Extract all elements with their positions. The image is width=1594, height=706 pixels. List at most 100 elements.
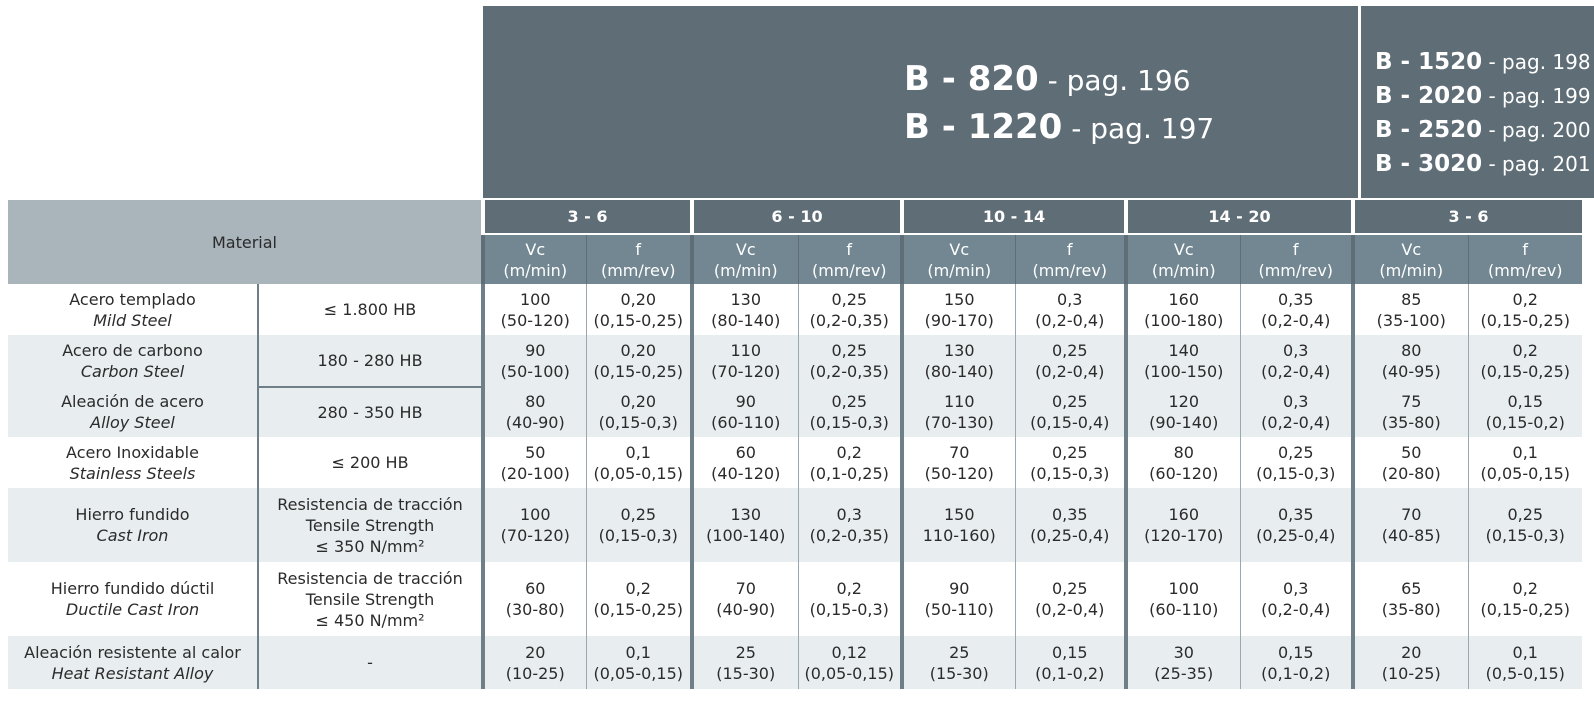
f-header: f (mm/rev) [1467, 234, 1582, 284]
vc-label: Vc [735, 239, 756, 259]
f-range: (0,2-0,35) [809, 526, 889, 545]
header-side-panel: B - 1520 - pag. 198 B - 2020 - pag. 199 … [1361, 6, 1594, 198]
material-name-es: Aleación resistente al calor [24, 642, 241, 662]
f-value-cell: 0,25 (0,15-0,3) [1014, 437, 1126, 488]
vc-value-cell: 160 (100-180) [1124, 284, 1240, 335]
vc-nominal: 130 [730, 505, 762, 524]
vc-unit: (m/min) [927, 260, 992, 280]
f-nominal: 0,12 [831, 642, 868, 662]
f-range: (0,05-0,15) [593, 663, 683, 683]
vc-label: Vc [949, 239, 970, 259]
vc-value-cell: 50 (20-80) [1351, 437, 1468, 488]
material-name-en: Stainless Steels [69, 463, 196, 483]
hardness-line: Resistencia de tracción [277, 568, 463, 588]
material-cell: Hierro fundido Cast Iron [8, 488, 258, 562]
vc-nominal: 25 [949, 642, 970, 662]
f-range: (0,15-0,25) [1480, 600, 1570, 619]
f-range: (0,2-0,4) [1261, 362, 1331, 381]
hardness-cell: Resistencia de tracción Tensile Strength ≤… [257, 488, 483, 562]
vc-range: (15-30) [929, 663, 989, 683]
vc-value-cell: 60 (40-120) [690, 437, 798, 488]
reference-line: B - 820 - pag. 196 [904, 58, 1214, 106]
f-range: (0,15-0,3) [1256, 463, 1336, 483]
reference-page: - pag. 199 [1482, 84, 1591, 108]
table-row: Aleación de acero Alloy Steel 280 - 350 HB… [8, 386, 1582, 437]
vc-nominal: 30 [1173, 642, 1194, 662]
vc-header: Vc (m/min) [1124, 234, 1240, 284]
vc-value-cell: 130 (80-140) [690, 284, 798, 335]
f-nominal: 0,2 [1512, 289, 1538, 309]
f-range: (0,2-0,4) [1035, 310, 1105, 330]
vc-nominal: 160 [1168, 289, 1200, 309]
hardness-line: 280 - 350 HB [317, 403, 423, 422]
f-value-cell: 0,1 (0,05-0,15) [1467, 437, 1582, 488]
f-header: f (mm/rev) [1014, 234, 1126, 284]
vc-range: (60-110) [1149, 600, 1219, 619]
f-range: (0,15-0,3) [598, 526, 678, 545]
vc-value-cell: 25 (15-30) [900, 636, 1015, 689]
vc-range: (70-120) [711, 362, 781, 381]
vc-range: (50-110) [924, 600, 994, 619]
vc-value-cell: 100 (60-110) [1124, 562, 1240, 636]
reference-line: B - 2520 - pag. 200 [1375, 114, 1591, 148]
hardness-line: Resistencia de tracción [277, 494, 463, 514]
material-header: Material [8, 200, 483, 284]
vc-nominal: 90 [735, 392, 756, 411]
f-header: f (mm/rev) [797, 234, 902, 284]
f-value-cell: 0,35 (0,25-0,4) [1014, 488, 1126, 562]
f-value-cell: 0,25 (0,2-0,4) [1014, 335, 1126, 387]
vc-value-cell: 70 (40-90) [690, 562, 798, 636]
vc-nominal: 20 [1401, 642, 1422, 662]
f-nominal: 0,3 [1283, 392, 1309, 411]
f-nominal: 0,15 [1277, 642, 1314, 662]
vc-nominal: 70 [735, 579, 756, 598]
f-value-cell: 0,3 (0,2-0,4) [1239, 562, 1353, 636]
reference-code: B - 1220 [904, 107, 1063, 147]
reference-line: B - 2020 - pag. 199 [1375, 80, 1591, 114]
f-nominal: 0,25 [831, 289, 868, 309]
vc-nominal: 130 [730, 289, 762, 309]
hardness-cell: Resistencia de tracción Tensile Strength ≤… [257, 562, 483, 636]
f-nominal: 0,20 [620, 289, 657, 309]
vc-range: (90-140) [1149, 413, 1219, 432]
diameter-range-header: 3 - 6 [1351, 200, 1582, 235]
reference-line: B - 1220 - pag. 197 [904, 106, 1214, 154]
material-name-es: Acero Inoxidable [66, 442, 199, 462]
f-range: (0,15-0,4) [1030, 413, 1110, 432]
f-value-cell: 0,3 (0,2-0,4) [1239, 335, 1353, 387]
f-nominal: 0,25 [620, 505, 657, 524]
f-range: (0,25-0,4) [1030, 526, 1110, 545]
vc-unit: (m/min) [1379, 260, 1444, 280]
f-nominal: 0,1 [625, 442, 651, 462]
vc-range: (100-180) [1144, 310, 1224, 330]
vc-value-cell: 90 (50-110) [900, 562, 1015, 636]
reference-page: - pag. 201 [1482, 152, 1591, 176]
f-nominal: 0,20 [620, 392, 657, 411]
vc-header: Vc (m/min) [1351, 234, 1468, 284]
material-name-en: Heat Resistant Alloy [51, 663, 214, 683]
vc-nominal: 100 [519, 289, 551, 309]
diameter-range-header: 6 - 10 [690, 200, 902, 235]
f-label: f [1522, 239, 1529, 259]
vc-value-cell: 110 (70-120) [690, 335, 798, 387]
vc-nominal: 150 [943, 289, 975, 309]
vc-nominal: 50 [1401, 442, 1422, 462]
hardness-cell: - [257, 636, 483, 689]
vc-label: Vc [1401, 239, 1422, 259]
vc-nominal: 130 [943, 341, 975, 360]
vc-nominal: 160 [1168, 505, 1200, 524]
f-range: (0,2-0,4) [1261, 600, 1331, 619]
material-name-es: Acero de carbono [62, 341, 203, 360]
f-nominal: 0,1 [1512, 642, 1538, 662]
f-nominal: 0,25 [831, 341, 868, 360]
vc-value-cell: 20 (10-25) [1351, 636, 1468, 689]
vc-range: (40-85) [1381, 526, 1441, 545]
vc-label: Vc [525, 239, 546, 259]
f-range: (0,2-0,35) [809, 362, 889, 381]
f-range: (0,2-0,4) [1261, 413, 1331, 432]
vc-label: Vc [1173, 239, 1194, 259]
vc-value-cell: 50 (20-100) [481, 437, 586, 488]
vc-range: (20-100) [500, 463, 570, 483]
hardness-cell: ≤ 1.800 HB [257, 284, 483, 335]
reference-code: B - 2520 [1375, 117, 1483, 143]
